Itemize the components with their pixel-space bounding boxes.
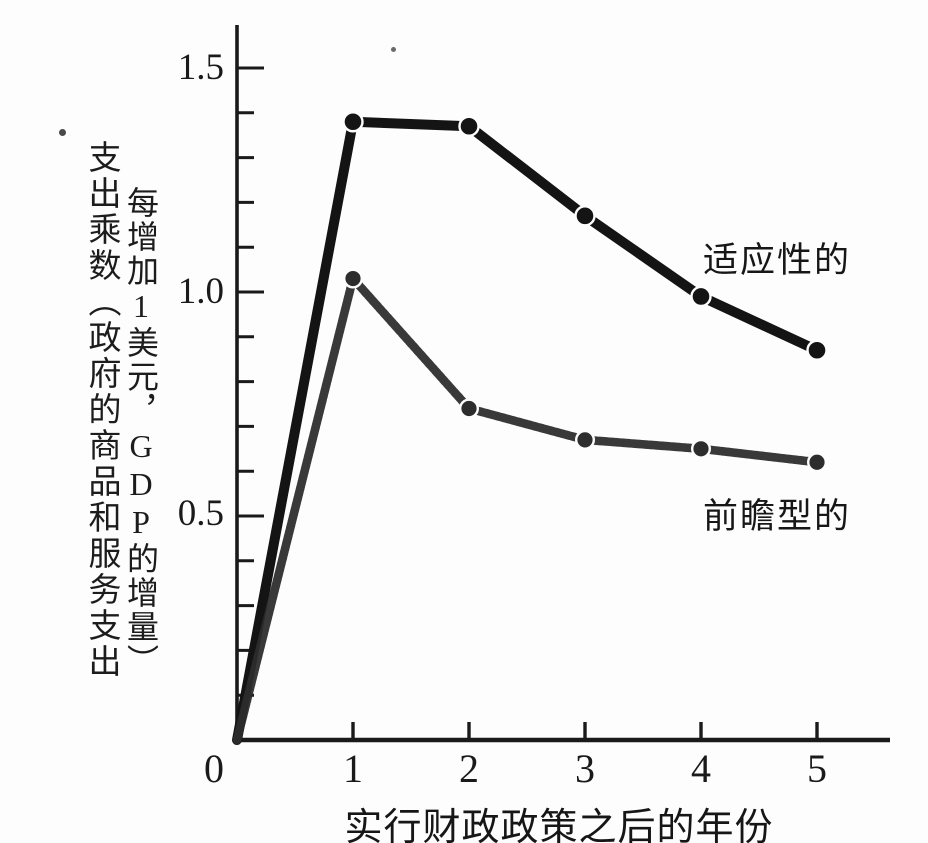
data-point-series1-year3: [575, 429, 596, 450]
x-tick-label-0: 0: [204, 746, 224, 791]
x-tick-label-3: 3: [575, 746, 595, 791]
data-point-series0-year5: [806, 339, 828, 361]
x-tick-label-1: 1: [343, 746, 363, 791]
series-line-0: [232, 116, 822, 745]
y-tick-label-1-0: 1.0: [177, 271, 224, 312]
data-point-series0-year2: [458, 115, 480, 137]
y-tick-label-0-5: 0.5: [177, 493, 224, 534]
series-line-1: [232, 274, 822, 745]
ink-speck: [391, 47, 396, 52]
data-point-series1-year5: [807, 452, 828, 473]
x-tick-label-2: 2: [459, 746, 479, 791]
data-point-series1-year4: [691, 438, 712, 459]
data-point-series0-year3: [574, 205, 596, 227]
x-axis-title: 实行财政政策之后的年份: [344, 807, 774, 843]
x-tick-label-5: 5: [807, 746, 827, 791]
series-label-accommodative: 适应性的: [703, 241, 852, 280]
data-point-series1-year1: [343, 268, 364, 289]
data-point-series0-year4: [690, 285, 712, 308]
y-axis-label-inner-column: 每增加1美元，GDP的增量）: [123, 186, 159, 678]
y-axis-label-outer-column: 支出乘数（政府的商品和服务支出: [83, 140, 119, 680]
y-tick-label-1-5: 1.5: [177, 47, 224, 88]
series-label-forward-looking: 前瞻型的: [703, 497, 852, 536]
data-point-series1-year2: [459, 398, 480, 419]
ink-speck: [59, 129, 66, 136]
data-point-series0-year1: [342, 111, 364, 133]
x-tick-label-4: 4: [691, 746, 711, 791]
